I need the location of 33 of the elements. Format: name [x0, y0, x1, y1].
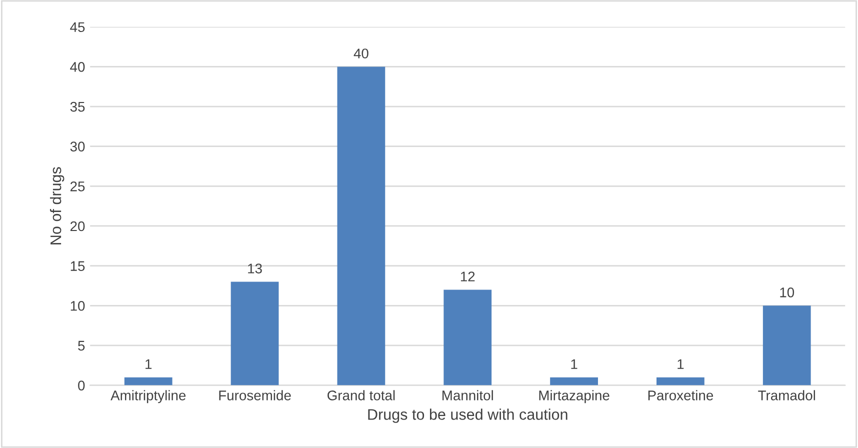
bar: [550, 377, 598, 386]
y-tick-label: 45: [70, 22, 85, 32]
data-label: 1: [146, 359, 152, 369]
y-tick-label: 40: [70, 62, 85, 72]
y-tick-label: 15: [70, 261, 85, 271]
y-tick-label: 0: [78, 380, 85, 390]
bar: [230, 282, 279, 386]
data-label: 1: [571, 359, 578, 369]
data-label: 13: [248, 264, 262, 274]
y-tick-label: 10: [70, 300, 85, 311]
x-tick-label: Furosemide: [219, 390, 291, 400]
bar: [444, 290, 492, 386]
x-tick-label: Mirtazapine: [539, 390, 610, 404]
x-tick-label: Paroxetine: [648, 390, 714, 400]
bar: [656, 377, 704, 386]
y-tick-label: 25: [70, 182, 85, 192]
y-tick-label: 35: [70, 102, 85, 112]
bar: [124, 377, 172, 386]
y-axis-title: No of drugs: [50, 167, 64, 244]
data-label: 1: [678, 359, 684, 369]
x-tick-label: Mannitol: [442, 390, 493, 400]
y-tick-label: 30: [70, 142, 85, 152]
data-label: 12: [460, 272, 475, 282]
y-tick-label: 20: [70, 221, 85, 232]
data-label: 10: [780, 288, 794, 298]
bar: [337, 66, 386, 386]
data-label: 40: [354, 48, 368, 58]
bar: [762, 306, 811, 386]
x-axis-title: Drugs to be used with caution: [368, 408, 568, 423]
x-tick-label: Amitriptyline: [110, 390, 186, 404]
y-tick-label: 5: [78, 340, 85, 351]
x-tick-label: Grand total: [328, 390, 395, 400]
x-tick-label: Tramadol: [758, 390, 816, 400]
